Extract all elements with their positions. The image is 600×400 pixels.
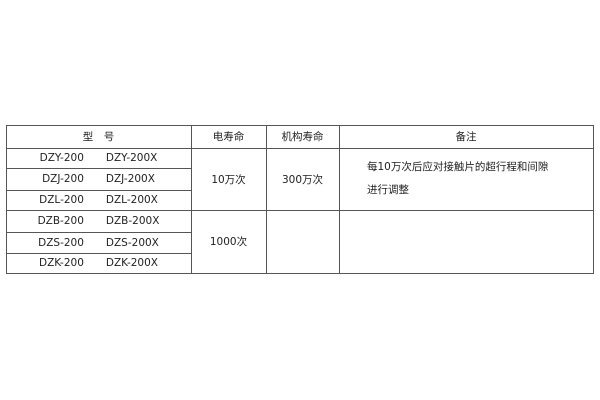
model-code: DZS-200 [38, 236, 84, 249]
remarks-line: 每10万次后应对接触片的超行程和间隙 [367, 161, 549, 173]
model-code: DZJ-200X [105, 173, 155, 185]
remarks-cell [339, 210, 593, 273]
model-code: DZB-200 [37, 215, 84, 227]
header-mechanical-life: 机构寿命 [281, 131, 324, 143]
header-remarks: 备注 [455, 131, 477, 143]
model-code: DZB-200X [105, 215, 160, 227]
remarks-line: 进行调整 [367, 184, 409, 196]
model-code: DZK-200 [39, 257, 84, 269]
header-model: 型 号 [82, 131, 115, 143]
model-row: DZB-200 DZB-200X [6, 210, 191, 232]
remarks-cell: 每10万次后应对接触片的超行程和间隙 进行调整 [339, 148, 593, 210]
model-code: DZJ-200 [42, 173, 84, 185]
model-code: DZL-200X [105, 194, 158, 206]
model-row: DZY-200 DZY-200X [6, 148, 191, 168]
model-row: DZJ-200 DZJ-200X [6, 168, 191, 190]
model-code: DZK-200X [105, 257, 158, 269]
model-row: DZK-200 DZK-200X [6, 253, 191, 273]
header-electric-life: 电寿命 [212, 131, 245, 143]
mechanical-life-cell: 300万次 [281, 173, 324, 186]
electric-life-cell: 1000次 [209, 236, 248, 248]
model-row: DZL-200 DZL-200X [6, 190, 191, 210]
electric-life-cell: 10万次 [211, 173, 246, 186]
mechanical-life-cell [266, 210, 339, 273]
model-code: DZY-200 [39, 152, 84, 164]
model-code: DZS-200X [105, 236, 159, 249]
model-row: DZS-200 DZS-200X [6, 232, 191, 253]
model-code: DZY-200X [105, 152, 158, 164]
model-code: DZL-200 [39, 194, 84, 206]
